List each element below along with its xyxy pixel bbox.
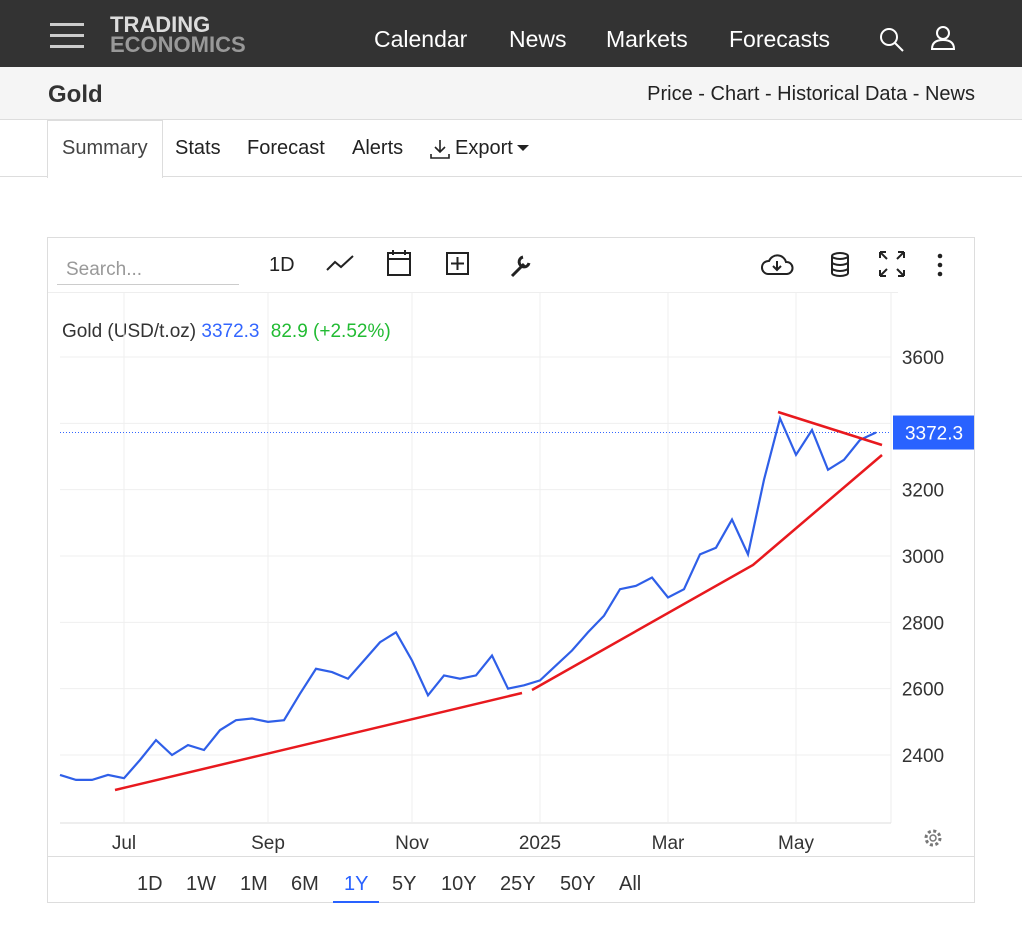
x-tick-label: May	[778, 833, 814, 854]
tab[interactable]: Alerts	[352, 137, 404, 159]
settings-icon[interactable]	[924, 829, 942, 847]
change: 82.9	[271, 321, 308, 342]
menu-icon[interactable]	[50, 22, 84, 50]
price-tag-label: 3372.3	[905, 424, 963, 445]
range-button[interactable]: 1W	[186, 873, 216, 895]
trendline	[777, 410, 883, 447]
trendlines	[114, 410, 883, 792]
range-button[interactable]: 10Y	[441, 873, 477, 895]
active-tab-box	[47, 120, 163, 178]
change-pct: (+2.52%)	[313, 321, 391, 342]
tabs-border	[0, 176, 1022, 177]
database-icon[interactable]	[831, 252, 849, 277]
x-tick-label: Mar	[652, 833, 685, 854]
more-icon[interactable]	[937, 253, 943, 277]
wrench-icon[interactable]	[510, 255, 531, 278]
nav-link[interactable]: Forecasts	[729, 26, 830, 52]
y-tick-label: 3000	[902, 547, 944, 568]
trendline	[114, 691, 523, 792]
y-tick-label: 2600	[902, 680, 944, 701]
x-tick-label: Jul	[112, 833, 136, 854]
add-icon[interactable]	[446, 252, 469, 275]
range-border	[48, 856, 974, 857]
price: 3372.3	[201, 321, 259, 342]
toolbar-border	[48, 292, 898, 293]
y-tick-label: 2400	[902, 746, 944, 767]
nav-link[interactable]: News	[509, 26, 567, 52]
nav-bar: TRADING ECONOMICS Calendar News Markets F…	[0, 0, 1022, 67]
range-button[interactable]: 6M	[291, 873, 319, 895]
range-button[interactable]: 50Y	[560, 873, 596, 895]
logo-top: TRADING	[110, 12, 211, 37]
toolbar-icons	[326, 250, 943, 278]
tab[interactable]: Summary	[62, 137, 148, 159]
range-button[interactable]: All	[619, 873, 642, 895]
search-icon[interactable]	[878, 26, 906, 54]
chart-header: Gold (USD/t.oz) 3372.3 82.9 (+2.52%)	[62, 321, 391, 342]
line-icon[interactable]	[326, 255, 354, 271]
trendline	[531, 454, 883, 692]
header-links[interactable]: Price - Chart - Historical Data - News	[647, 83, 975, 105]
logo[interactable]: TRADING ECONOMICS	[110, 12, 246, 57]
chart-widget	[47, 237, 975, 903]
price-tag	[893, 415, 974, 450]
download-icon[interactable]	[761, 254, 794, 275]
x-tick-label: Nov	[395, 833, 429, 854]
chart: Gold (USD/t.oz) 3372.3 82.9 (+2.52%) Jul…	[59, 292, 974, 854]
y-tick-label: 3200	[902, 481, 944, 502]
logo-bottom: ECONOMICS	[110, 32, 246, 57]
fullscreen-icon[interactable]	[879, 251, 905, 277]
tab[interactable]: Export	[455, 137, 513, 159]
tab[interactable]: Forecast	[247, 137, 325, 159]
tab[interactable]: Stats	[175, 137, 221, 159]
y-tick-label: 2800	[902, 613, 944, 634]
nav-link[interactable]: Markets	[606, 26, 688, 52]
user-icon[interactable]	[930, 25, 956, 53]
search-underline	[57, 284, 239, 285]
range-button[interactable]: 1Y	[333, 873, 380, 903]
sub-header: Gold Price - Chart - Historical Data - N…	[0, 67, 1022, 120]
page-title: Gold	[48, 81, 103, 108]
y-tick-label: 3600	[902, 348, 944, 369]
search-box[interactable]: Search...	[66, 259, 143, 280]
range-button[interactable]: 1D	[137, 873, 163, 895]
interval[interactable]: 1D	[269, 254, 295, 276]
range-button[interactable]: 1M	[240, 873, 268, 895]
chart-title: Gold (USD/t.oz)	[62, 321, 196, 342]
caret	[517, 145, 529, 151]
export-icon	[430, 140, 450, 159]
x-tick-label: 2025	[519, 833, 561, 854]
range-button[interactable]: 5Y	[392, 873, 417, 895]
price-series	[59, 415, 877, 781]
x-tick-label: Sep	[251, 833, 285, 854]
range-button[interactable]: 25Y	[500, 873, 536, 895]
calendar-icon[interactable]	[387, 250, 411, 276]
nav-link[interactable]: Calendar	[374, 26, 468, 52]
